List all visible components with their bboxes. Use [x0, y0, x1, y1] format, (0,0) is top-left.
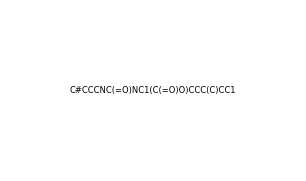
Text: C#CCCNC(=O)NC1(C(=O)O)CCC(C)CC1: C#CCCNC(=O)NC1(C(=O)O)CCC(C)CC1: [70, 86, 236, 95]
